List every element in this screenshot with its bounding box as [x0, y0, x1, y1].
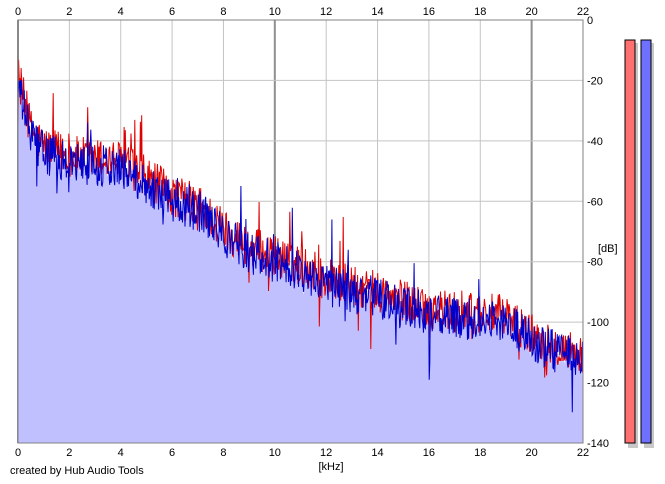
x-tick-label-top: 12 [320, 6, 332, 18]
x-tick-label-top: 6 [169, 6, 175, 18]
series-lines [17, 59, 584, 413]
x-tick-label-bottom: 18 [474, 447, 486, 459]
x-tick-label-top: 16 [423, 6, 435, 18]
series-line [17, 80, 584, 413]
x-tick-label-bottom: 10 [269, 447, 281, 459]
y-tick-label: -20 [587, 75, 603, 87]
x-tick-label-top: 4 [118, 6, 124, 18]
x-tick-label-top: 0 [15, 6, 21, 18]
credit-text: created by Hub Audio Tools [10, 465, 144, 477]
x-tick-label-top: 8 [220, 6, 226, 18]
y-tick-label: -40 [587, 136, 603, 148]
y-tick-label: -100 [587, 317, 609, 329]
y-tick-label: -140 [587, 438, 609, 450]
spectrum-fill-area [18, 79, 583, 443]
level-meter-bar [624, 39, 636, 444]
level-meters [624, 39, 654, 448]
x-tick-label-bottom: 22 [577, 447, 589, 459]
x-tick-label-bottom: 8 [220, 447, 226, 459]
y-tick-label: -80 [587, 257, 603, 269]
x-tick-label-bottom: 4 [118, 447, 124, 459]
x-tick-label-top: 14 [371, 6, 383, 18]
x-tick-label-top: 18 [474, 6, 486, 18]
x-tick-label-bottom: 0 [15, 447, 21, 459]
x-axis-label: [kHz] [318, 461, 343, 473]
x-tick-label-bottom: 20 [526, 447, 538, 459]
level-meter-bar [640, 39, 652, 444]
x-tick-label-top: 10 [269, 6, 281, 18]
y-axis-label: [dB] [598, 243, 618, 255]
y-tick-label: 0 [587, 15, 593, 27]
x-tick-label-bottom: 2 [66, 447, 72, 459]
x-tick-label-top: 2 [66, 6, 72, 18]
y-tick-label: -120 [587, 378, 609, 390]
x-tick-label-top: 20 [526, 6, 538, 18]
tick-labels: 002244668810101212141416161818202022220-… [15, 6, 609, 459]
x-tick-label-bottom: 12 [320, 447, 332, 459]
x-tick-label-bottom: 14 [371, 447, 383, 459]
x-tick-label-top: 22 [577, 6, 589, 18]
y-tick-label: -60 [587, 196, 603, 208]
x-tick-label-bottom: 16 [423, 447, 435, 459]
plot-border [17, 19, 584, 444]
x-tick-label-bottom: 6 [169, 447, 175, 459]
